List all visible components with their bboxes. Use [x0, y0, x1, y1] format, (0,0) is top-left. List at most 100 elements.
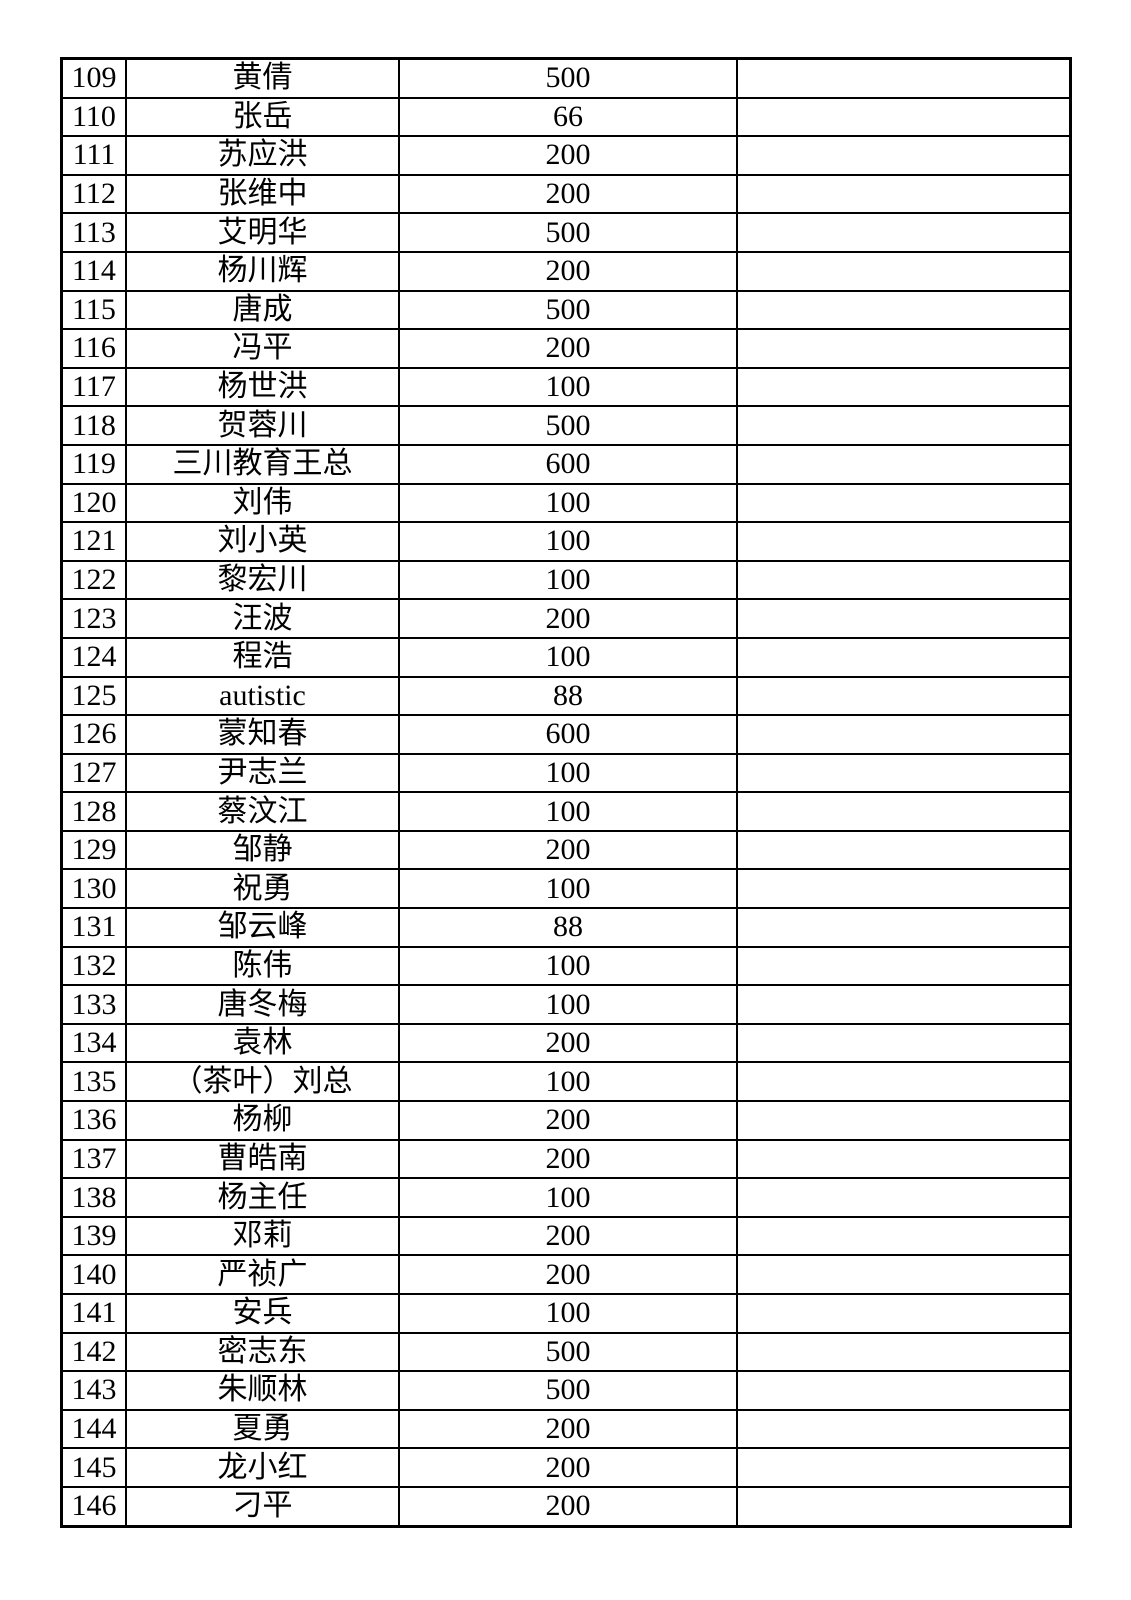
empty-cell: [736, 675, 1072, 717]
empty-cell: [736, 1138, 1072, 1180]
table-row: 113 艾明华 500: [60, 212, 1072, 253]
row-number-cell: 137: [60, 1138, 127, 1180]
table-row: 119 三川教育王总 600: [60, 443, 1072, 485]
table-row: 135 （茶叶）刘总 100: [60, 1061, 1072, 1103]
table-row: 138 杨主任 100: [60, 1177, 1072, 1218]
empty-cell: [736, 868, 1072, 910]
amount-cell: 66: [398, 96, 738, 138]
amount-cell: 500: [398, 212, 738, 253]
empty-cell: [736, 1293, 1072, 1334]
table-row: 134 袁林 200: [60, 1022, 1072, 1064]
name-cell: 杨川辉: [125, 250, 400, 292]
amount-cell: 88: [398, 907, 738, 948]
empty-cell: [736, 96, 1072, 138]
name-cell: 黄倩: [125, 57, 400, 99]
row-number-cell: 138: [60, 1177, 127, 1218]
name-cell: 曹皓南: [125, 1138, 400, 1180]
name-cell: 张维中: [125, 173, 400, 215]
row-number-cell: 129: [60, 829, 127, 871]
empty-cell: [736, 636, 1072, 678]
row-number-cell: 120: [60, 482, 127, 524]
table-row: 118 贺蓉川 500: [60, 405, 1072, 446]
empty-cell: [736, 1485, 1072, 1528]
name-cell: 黎宏川: [125, 559, 400, 601]
table-row: 140 严祯广 200: [60, 1254, 1072, 1295]
amount-cell: 600: [398, 714, 738, 755]
row-number-cell: 113: [60, 212, 127, 253]
table-row: 109 黄倩 500: [60, 57, 1072, 99]
table-row: 117 杨世洪 100: [60, 366, 1072, 408]
name-cell: 杨柳: [125, 1100, 400, 1141]
amount-cell: 200: [398, 598, 738, 639]
amount-cell: 200: [398, 328, 738, 369]
name-cell: 夏勇: [125, 1408, 400, 1450]
row-number-cell: 136: [60, 1100, 127, 1141]
table-row: 127 尹志兰 100: [60, 752, 1072, 794]
empty-cell: [736, 1331, 1072, 1373]
row-number-cell: 116: [60, 328, 127, 369]
amount-cell: 200: [398, 135, 738, 176]
table-row: 124 程浩 100: [60, 636, 1072, 678]
name-cell: 邓莉: [125, 1215, 400, 1257]
empty-cell: [736, 366, 1072, 408]
name-cell: 苏应洪: [125, 135, 400, 176]
amount-cell: 100: [398, 1177, 738, 1218]
row-number-cell: 126: [60, 714, 127, 755]
row-number-cell: 111: [60, 135, 127, 176]
row-number-cell: 115: [60, 289, 127, 331]
row-number-cell: 143: [60, 1370, 127, 1411]
name-cell: 邹云峰: [125, 907, 400, 948]
table-row: 133 唐冬梅 100: [60, 984, 1072, 1025]
name-cell: 龙小红: [125, 1447, 400, 1488]
name-cell: 张岳: [125, 96, 400, 138]
row-number-cell: 110: [60, 96, 127, 138]
name-cell: 杨世洪: [125, 366, 400, 408]
name-cell: 汪波: [125, 598, 400, 639]
name-cell: 祝勇: [125, 868, 400, 910]
empty-cell: [736, 1408, 1072, 1450]
row-number-cell: 144: [60, 1408, 127, 1450]
table-row: 139 邓莉 200: [60, 1215, 1072, 1257]
amount-cell: 88: [398, 675, 738, 717]
amount-cell: 200: [398, 173, 738, 215]
empty-cell: [736, 1370, 1072, 1411]
name-cell: 冯平: [125, 328, 400, 369]
empty-cell: [736, 984, 1072, 1025]
name-cell: 密志东: [125, 1331, 400, 1373]
empty-cell: [736, 1100, 1072, 1141]
table-row: 132 陈伟 100: [60, 945, 1072, 987]
empty-cell: [736, 328, 1072, 369]
amount-cell: 500: [398, 405, 738, 446]
empty-cell: [736, 212, 1072, 253]
empty-cell: [736, 1215, 1072, 1257]
name-cell: 刘小英: [125, 521, 400, 562]
table-row: 114 杨川辉 200: [60, 250, 1072, 292]
name-cell: 蒙知春: [125, 714, 400, 755]
name-cell: 安兵: [125, 1293, 400, 1334]
row-number-cell: 117: [60, 366, 127, 408]
table-row: 111 苏应洪 200: [60, 135, 1072, 176]
name-cell: 刘伟: [125, 482, 400, 524]
row-number-cell: 114: [60, 250, 127, 292]
table-row: 121 刘小英 100: [60, 521, 1072, 562]
row-number-cell: 145: [60, 1447, 127, 1488]
amount-cell: 100: [398, 521, 738, 562]
row-number-cell: 127: [60, 752, 127, 794]
empty-cell: [736, 1022, 1072, 1064]
row-number-cell: 134: [60, 1022, 127, 1064]
amount-cell: 500: [398, 1370, 738, 1411]
table-row: 112 张维中 200: [60, 173, 1072, 215]
amount-cell: 500: [398, 289, 738, 331]
empty-cell: [736, 173, 1072, 215]
empty-cell: [736, 752, 1072, 794]
row-number-cell: 146: [60, 1485, 127, 1528]
amount-cell: 100: [398, 482, 738, 524]
name-cell: 贺蓉川: [125, 405, 400, 446]
name-cell: 严祯广: [125, 1254, 400, 1295]
table-row: 144 夏勇 200: [60, 1408, 1072, 1450]
amount-cell: 200: [398, 1022, 738, 1064]
row-number-cell: 142: [60, 1331, 127, 1373]
amount-cell: 100: [398, 791, 738, 832]
row-number-cell: 124: [60, 636, 127, 678]
row-number-cell: 119: [60, 443, 127, 485]
